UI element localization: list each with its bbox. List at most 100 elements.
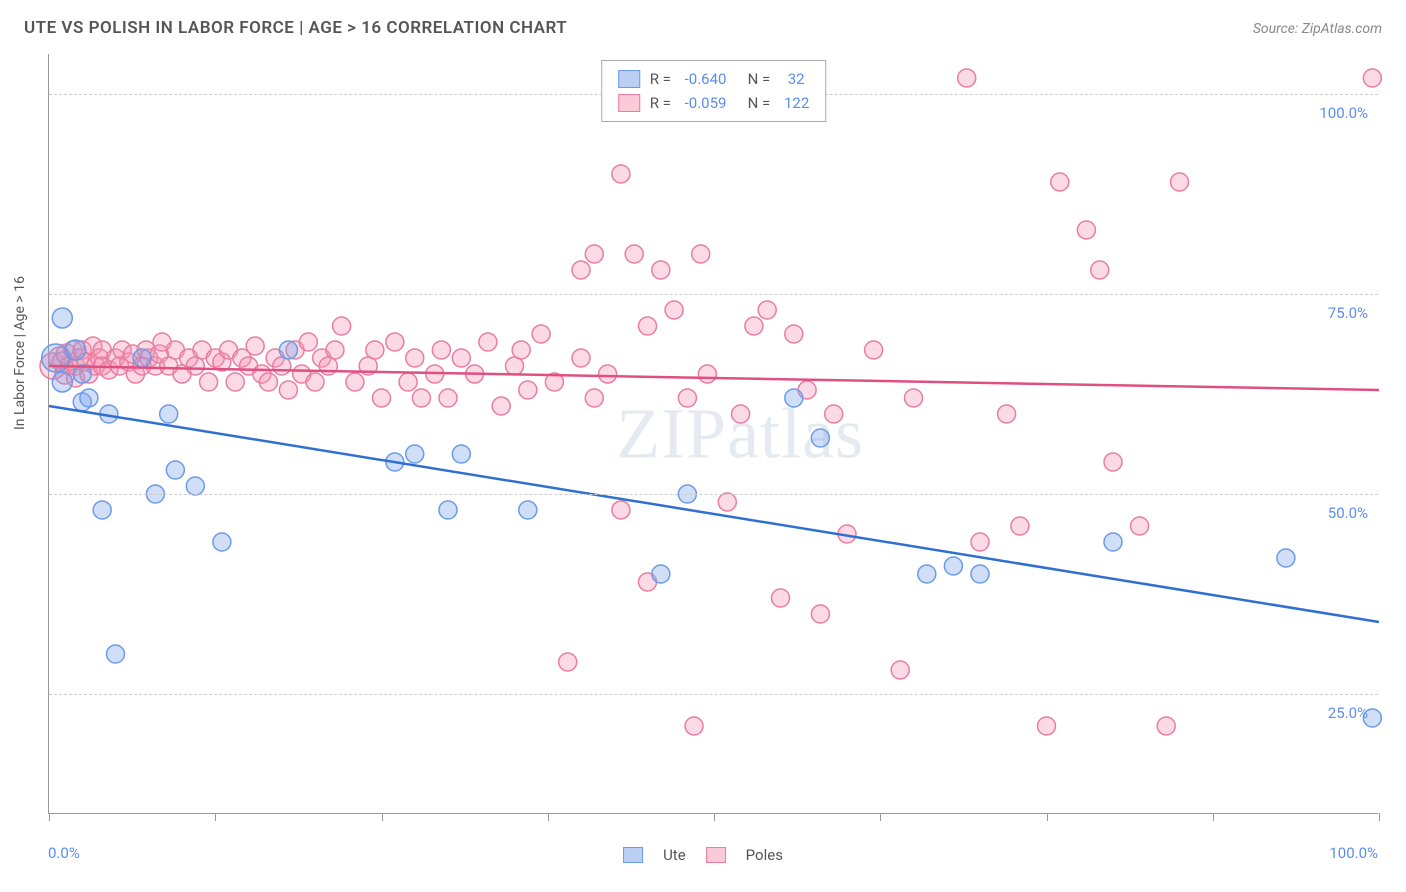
poles-point xyxy=(1363,69,1381,87)
x-tick xyxy=(714,813,715,821)
ute-point xyxy=(80,389,98,407)
poles-point xyxy=(625,245,643,263)
poles-point xyxy=(399,373,417,391)
chart-svg xyxy=(49,54,1378,813)
poles-point xyxy=(652,261,670,279)
poles-point xyxy=(432,341,450,359)
poles-point xyxy=(412,389,430,407)
x-axis-min-label: 0.0% xyxy=(48,844,80,862)
ute-point xyxy=(160,405,178,423)
ute-point xyxy=(1277,549,1295,567)
poles-point xyxy=(599,365,617,383)
series-label: Ute xyxy=(663,846,686,864)
y-axis-label: In Labor Force | Age > 16 xyxy=(12,276,28,430)
ute-point xyxy=(279,341,297,359)
ute-point xyxy=(186,477,204,495)
legend-n-value: 122 xyxy=(784,91,809,115)
poles-point xyxy=(958,69,976,87)
legend-n-value: 32 xyxy=(784,67,805,91)
x-tick xyxy=(1047,813,1048,821)
gridline xyxy=(49,294,1378,295)
poles-point xyxy=(678,389,696,407)
poles-point xyxy=(665,301,683,319)
x-tick xyxy=(215,813,216,821)
poles-point xyxy=(1051,173,1069,191)
poles-point xyxy=(326,341,344,359)
ute-point xyxy=(971,565,989,583)
ute-point xyxy=(785,389,803,407)
poles-point xyxy=(1157,717,1175,735)
legend-swatch xyxy=(618,94,640,112)
correlation-legend: R = -0.640 N = 32 R = -0.059 N = 122 xyxy=(601,60,827,122)
legend-swatch xyxy=(618,70,640,88)
y-tick-label: 75.0% xyxy=(1328,304,1368,322)
ute-point xyxy=(406,445,424,463)
poles-point xyxy=(639,317,657,335)
x-tick xyxy=(548,813,549,821)
poles-point xyxy=(732,405,750,423)
poles-point xyxy=(246,337,264,355)
poles-point xyxy=(559,653,577,671)
poles-point xyxy=(299,333,317,351)
poles-point xyxy=(452,349,470,367)
poles-point xyxy=(479,333,497,351)
legend-r-label: R = xyxy=(650,67,675,91)
poles-point xyxy=(772,589,790,607)
plot-area: ZIPatlas R = -0.640 N = 32R = -0.059 N =… xyxy=(48,54,1378,814)
poles-point xyxy=(1038,717,1056,735)
poles-point xyxy=(200,373,218,391)
poles-point xyxy=(758,301,776,319)
gridline xyxy=(49,694,1378,695)
poles-point xyxy=(1091,261,1109,279)
source-label: Source: ZipAtlas.com xyxy=(1253,21,1382,37)
chart-title: UTE VS POLISH IN LABOR FORCE | AGE > 16 … xyxy=(24,18,567,38)
poles-point xyxy=(406,349,424,367)
series-swatch xyxy=(623,847,643,863)
poles-point xyxy=(1171,173,1189,191)
poles-point xyxy=(259,373,277,391)
y-tick-label: 100.0% xyxy=(1319,104,1368,122)
poles-point xyxy=(306,373,324,391)
poles-point xyxy=(785,325,803,343)
ute-point xyxy=(166,461,184,479)
poles-point xyxy=(373,389,391,407)
legend-n-label: N = xyxy=(736,67,774,91)
poles-point xyxy=(698,365,716,383)
poles-point xyxy=(685,717,703,735)
poles-point xyxy=(612,165,630,183)
poles-point xyxy=(346,373,364,391)
poles-point xyxy=(572,349,590,367)
y-tick-label: 50.0% xyxy=(1328,504,1368,522)
y-tick-label: 25.0% xyxy=(1328,704,1368,722)
poles-point xyxy=(745,317,763,335)
series-legend: Ute Poles xyxy=(623,846,783,864)
ute-point xyxy=(918,565,936,583)
poles-point xyxy=(692,245,710,263)
poles-point xyxy=(1104,453,1122,471)
poles-point xyxy=(585,389,603,407)
poles-point xyxy=(226,373,244,391)
x-tick xyxy=(880,813,881,821)
ute-point xyxy=(93,501,111,519)
ute-point xyxy=(213,533,231,551)
poles-point xyxy=(825,405,843,423)
poles-point xyxy=(386,333,404,351)
series-label: Poles xyxy=(746,846,783,864)
x-tick xyxy=(1213,813,1214,821)
poles-point xyxy=(811,605,829,623)
legend-r-label: R = xyxy=(650,91,675,115)
legend-r-value: -0.059 xyxy=(685,91,727,115)
poles-point xyxy=(439,389,457,407)
poles-point xyxy=(718,493,736,511)
x-tick xyxy=(49,813,50,821)
legend-r-value: -0.640 xyxy=(685,67,727,91)
ute-point xyxy=(52,372,72,392)
legend-n-label: N = xyxy=(736,91,774,115)
ute-point xyxy=(66,340,86,360)
poles-point xyxy=(865,341,883,359)
poles-point xyxy=(905,389,923,407)
poles-point xyxy=(366,341,384,359)
x-tick xyxy=(382,813,383,821)
ute-point xyxy=(944,557,962,575)
trend-line xyxy=(49,406,1379,622)
